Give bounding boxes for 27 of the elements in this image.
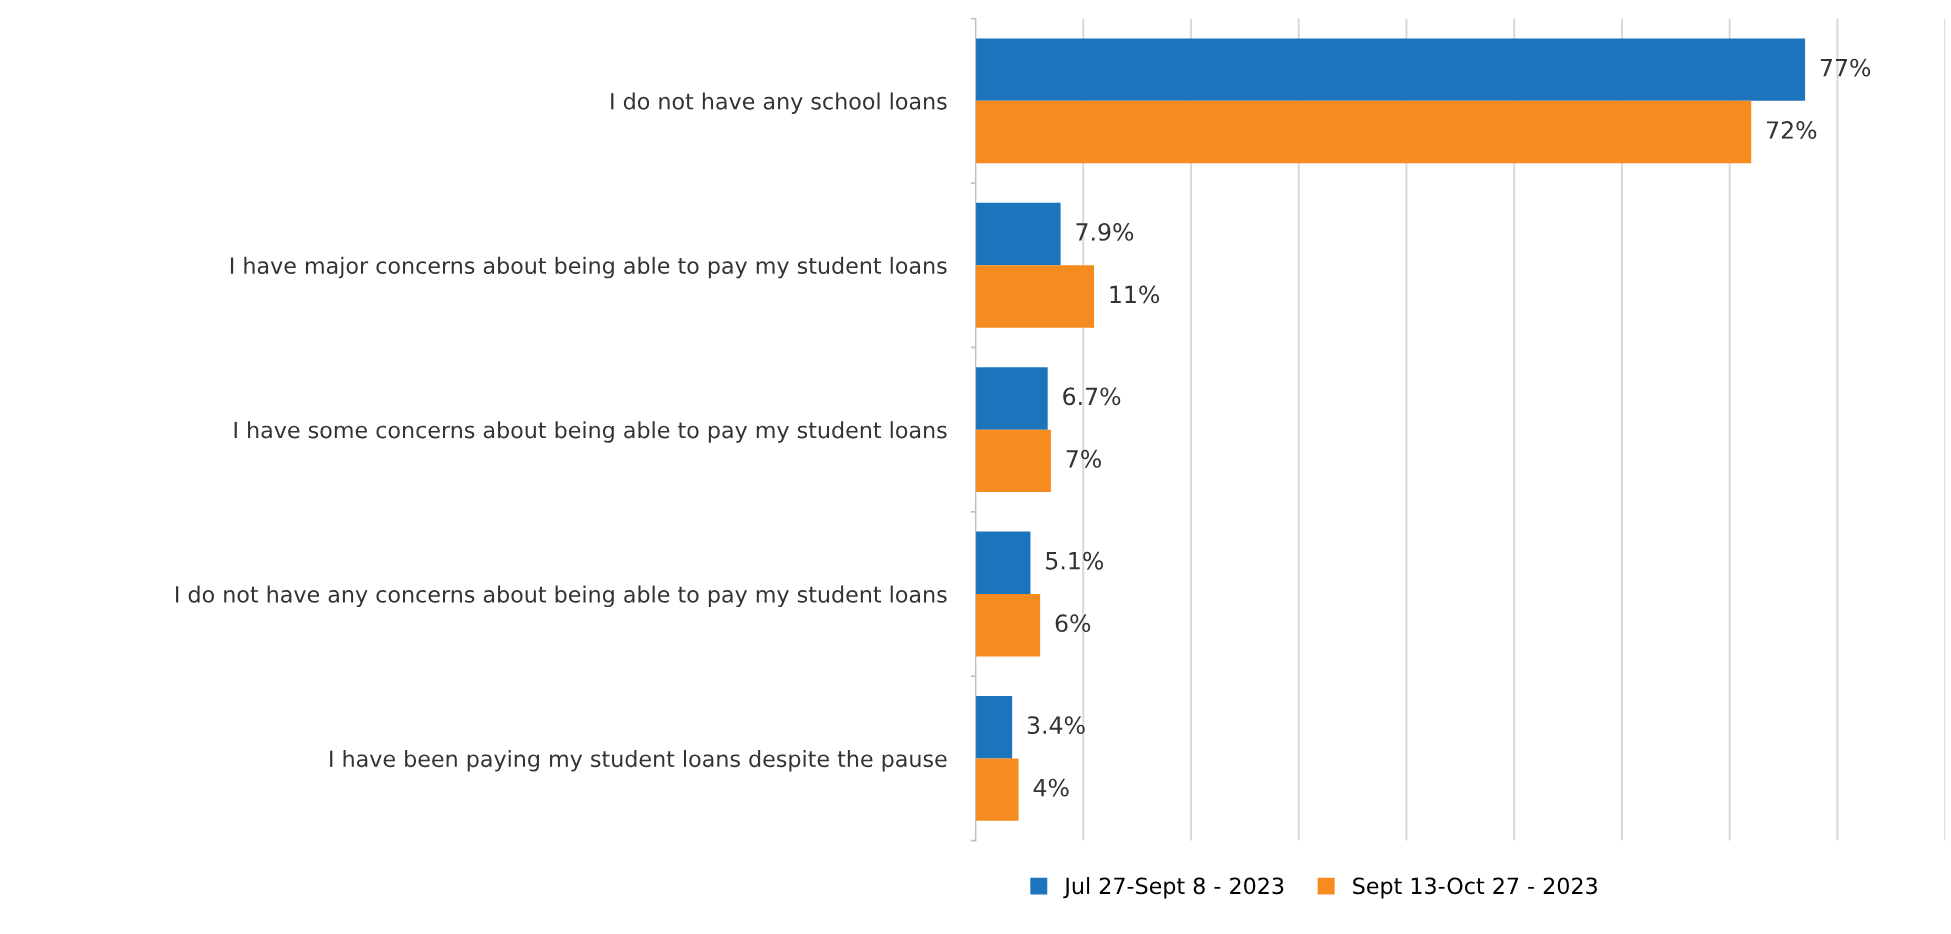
y-tick-label: I have major concerns about being able to pay my student loans	[230, 256, 947, 279]
legend-label: Jul 27-Sept 8 - 2023	[1063, 877, 1284, 899]
bar	[975, 202, 1061, 266]
y-tick-label: I have been paying my student loans despite the pause	[330, 749, 947, 772]
data-label: 3.4%	[1027, 716, 1085, 735]
data-label: 6.7%	[1063, 387, 1121, 406]
bar	[975, 531, 1031, 595]
bar	[975, 429, 1051, 493]
bar	[975, 38, 1806, 101]
y-tick-label: I have some concerns about being able to pay my student loans	[234, 421, 947, 443]
bar	[975, 367, 1048, 430]
data-label: 72%	[1767, 121, 1817, 139]
bar	[975, 594, 1041, 657]
bar	[975, 695, 1013, 759]
data-label: 77%	[1820, 58, 1871, 77]
data-label: 11%	[1110, 285, 1160, 304]
data-label: 5.1%	[1046, 551, 1104, 570]
bar	[975, 100, 1752, 164]
y-tick-label: I do not have any school loans	[611, 92, 947, 114]
bar	[975, 758, 1019, 821]
data-label: 6%	[1055, 614, 1091, 633]
bar	[975, 265, 1095, 328]
legend-label: Sept 13-Oct 27 - 2023	[1353, 877, 1597, 899]
data-label: 4%	[1033, 778, 1069, 797]
data-label: 7.9%	[1076, 223, 1134, 241]
y-tick-label: I do not have any concerns about being able to pay my student loans	[176, 585, 947, 608]
data-label: 7%	[1066, 449, 1101, 468]
